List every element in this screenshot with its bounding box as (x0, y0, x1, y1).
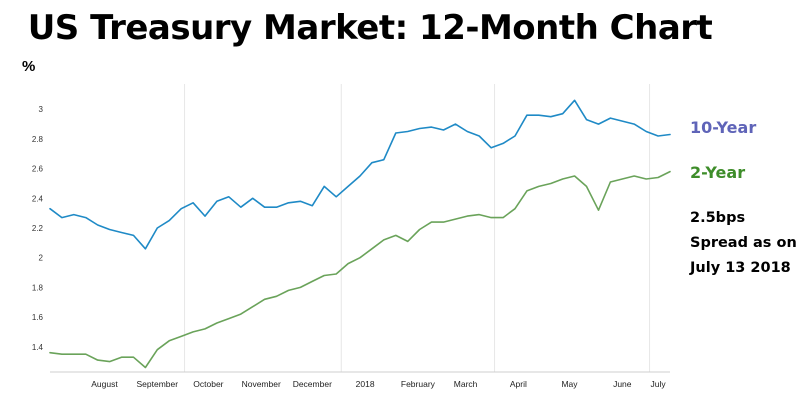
legend-2-year: 2-Year (690, 163, 746, 182)
x-tick-label: July (651, 379, 667, 389)
x-tick-label: September (137, 379, 179, 389)
x-tick-label: August (91, 379, 118, 389)
x-tick-label: May (561, 379, 578, 389)
legend-10-year: 10-Year (690, 118, 757, 137)
series-line-2-year (49, 170, 671, 369)
y-tick-label: 1.4 (32, 343, 44, 352)
chart-title: US Treasury Market: 12-Month Chart (27, 8, 713, 48)
spread-date: July 13 2018 (690, 260, 791, 276)
y-axis-unit-label: % (22, 58, 36, 75)
spread-value: 2.5bps (690, 210, 746, 226)
y-tick-label: 2.8 (32, 135, 44, 144)
series-line-10-year (49, 99, 671, 250)
spread-label: Spread as on (690, 235, 797, 251)
x-tick-label: June (613, 379, 632, 389)
x-tick-label: December (293, 379, 332, 389)
x-tick-label: November (242, 379, 281, 389)
y-tick-label: 3 (39, 105, 44, 114)
y-tick-label: 2.4 (32, 194, 44, 203)
x-tick-label: October (193, 379, 223, 389)
y-tick-label: 2.6 (32, 165, 44, 174)
x-tick-label: 2018 (356, 379, 375, 389)
x-tick-label: February (401, 379, 436, 389)
y-tick-label: 2 (39, 254, 44, 263)
y-tick-label: 2.2 (32, 224, 44, 233)
x-tick-label: March (454, 379, 478, 389)
y-tick-label: 1.6 (32, 313, 44, 322)
x-tick-label: April (510, 379, 527, 389)
y-tick-label: 1.8 (32, 283, 44, 292)
spread-annotation: 2.5bps Spread as on July 13 2018 (690, 206, 798, 281)
